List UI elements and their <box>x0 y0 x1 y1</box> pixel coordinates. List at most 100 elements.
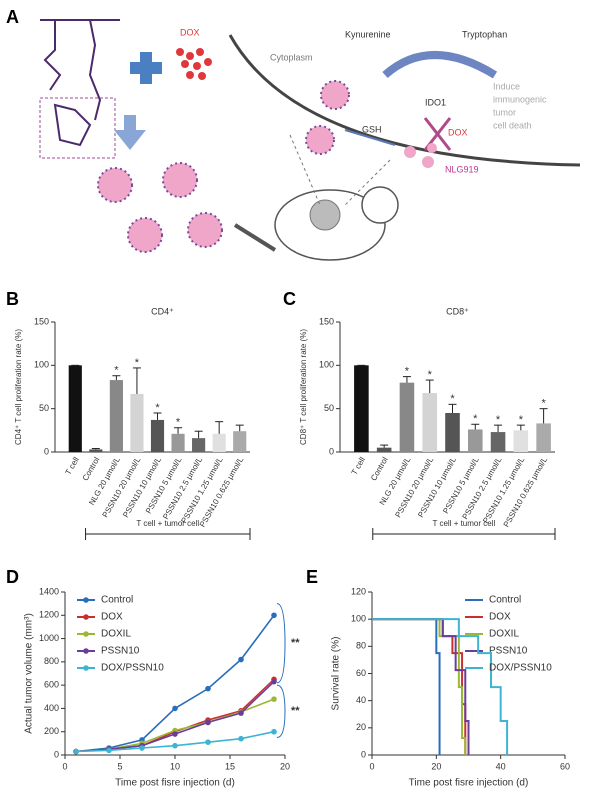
significance: ** <box>291 705 300 717</box>
bracket <box>276 603 286 684</box>
y-tick-label: 600 <box>44 680 59 690</box>
point <box>172 742 178 749</box>
bar <box>150 419 165 452</box>
y-tick-label: 0 <box>44 446 49 456</box>
bar <box>354 365 369 452</box>
series-line <box>372 618 441 755</box>
nanoparticles <box>97 80 350 253</box>
syringe <box>233 223 277 252</box>
bar <box>68 365 82 452</box>
legend-marker <box>83 648 89 654</box>
legend-marker <box>83 631 89 637</box>
significance: * <box>496 414 501 426</box>
fragments <box>404 143 437 168</box>
dox-dots <box>176 48 212 80</box>
significance: * <box>541 398 546 410</box>
x-tick-label: 60 <box>560 761 570 771</box>
membrane <box>228 34 581 167</box>
gsh-arrow <box>344 129 396 146</box>
bar <box>109 380 123 452</box>
bar <box>192 438 206 452</box>
y-tick-label: 120 <box>351 586 366 596</box>
legend-marker <box>83 665 89 671</box>
y-axis-label: Survival rate (%) <box>331 637 342 711</box>
bar <box>171 433 185 452</box>
x-axis-label: Time post fisre injection (d) <box>409 778 529 789</box>
panel-letter: E <box>306 567 318 587</box>
point <box>238 735 244 742</box>
label: DOX <box>448 127 468 137</box>
y-tick-label: 800 <box>44 656 59 666</box>
point <box>205 719 211 726</box>
group-label: T cell + tumor cell <box>136 519 199 528</box>
bar <box>422 393 438 452</box>
y-tick-label: 0 <box>361 749 366 759</box>
label: DOX <box>180 27 200 37</box>
group-label: T cell + tumor cell <box>433 519 496 528</box>
y-tick-label: 60 <box>356 668 366 678</box>
y-tick-label: 0 <box>329 446 334 456</box>
x-tick-label: 20 <box>431 761 441 771</box>
mouse-head <box>361 186 399 224</box>
frame <box>39 97 116 159</box>
legend-label: DOX/PSSN10 <box>101 663 164 674</box>
series-line <box>372 618 470 755</box>
y-tick-label: 0 <box>54 749 59 759</box>
ring <box>53 103 92 147</box>
legend-label: PSSN10 <box>489 646 528 657</box>
y-tick-label: 100 <box>351 614 366 624</box>
x-tick-label: 20 <box>280 761 290 771</box>
legend-label: DOXIL <box>101 629 131 640</box>
legend-marker <box>83 614 89 620</box>
bar <box>467 429 483 452</box>
y-tick-label: 50 <box>324 403 334 413</box>
point <box>205 739 211 745</box>
significance: * <box>176 417 181 429</box>
x-tick-label: 10 <box>170 761 180 771</box>
series-line <box>372 618 509 755</box>
point <box>172 731 178 737</box>
bar <box>233 431 247 452</box>
pathway-arrow <box>382 51 498 79</box>
bar <box>490 432 506 452</box>
legend-label: PSSN10 <box>101 646 140 657</box>
bracket <box>276 684 286 739</box>
label: NLG919 <box>445 164 479 174</box>
y-tick-label: 150 <box>34 316 49 326</box>
point <box>238 656 244 663</box>
label: tumor <box>493 107 516 117</box>
significance: ** <box>291 637 300 649</box>
label: Tryptophan <box>462 29 507 39</box>
y-tick-label: 40 <box>356 695 366 705</box>
series-line <box>75 681 275 753</box>
panel-letter: D <box>6 567 19 587</box>
bar <box>376 447 392 452</box>
y-tick-label: 100 <box>319 360 334 370</box>
series-line <box>75 678 275 753</box>
legend-label: Control <box>101 595 133 606</box>
y-tick-label: 150 <box>319 316 334 326</box>
x-axis-label: Time post fisre injection (d) <box>115 778 235 789</box>
significance: * <box>155 402 160 414</box>
x-tick-label: T cell <box>64 455 81 476</box>
y-tick-label: 200 <box>44 726 59 736</box>
point <box>73 748 79 755</box>
x-tick-label: 15 <box>225 761 235 771</box>
significance: * <box>135 357 140 369</box>
arrow <box>114 115 146 150</box>
legend-label: DOXIL <box>489 629 519 640</box>
point <box>271 612 277 619</box>
y-tick-label: 1000 <box>39 633 59 643</box>
label: GSH <box>362 124 382 134</box>
x-tick-label: PSSN10 1.25 μmol/L <box>481 455 527 525</box>
y-tick-label: 50 <box>39 403 49 413</box>
y-axis-label: Actual tumor volume (mm³) <box>24 613 35 734</box>
x-tick-label: 5 <box>117 761 122 771</box>
label: Induce <box>493 81 520 91</box>
y-tick-label: 1200 <box>39 610 59 620</box>
x-tick-label: 40 <box>496 761 506 771</box>
y-tick-label: 400 <box>44 703 59 713</box>
point <box>205 685 211 692</box>
y-axis-label: CD8⁺ T cell proliferation rate (%) <box>299 329 308 445</box>
